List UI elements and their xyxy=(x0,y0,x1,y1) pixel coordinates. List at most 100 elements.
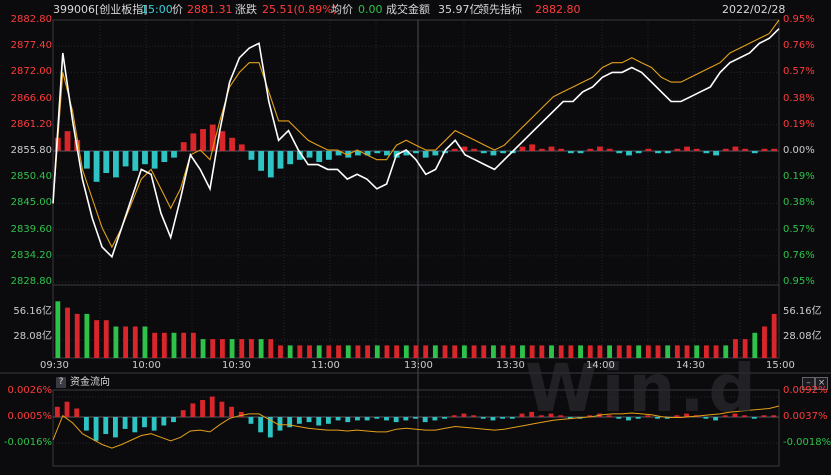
flow-bar xyxy=(325,151,332,160)
volume-label-left-top: 56.16亿 xyxy=(13,306,52,317)
flow-bar xyxy=(587,148,594,151)
sub-flow-bar xyxy=(161,417,167,426)
sub-flow-bar xyxy=(587,415,593,417)
x-tick: 13:30 xyxy=(496,360,525,371)
volume-label-left-mid: 28.08亿 xyxy=(13,331,52,342)
flow-bar xyxy=(635,151,642,154)
flow-bar xyxy=(693,148,700,151)
sub-flow-bar xyxy=(548,413,554,417)
sub-flow-bar xyxy=(413,417,418,419)
sub-flow-bar xyxy=(171,417,176,423)
volume-bar xyxy=(65,307,70,358)
sub-flow-bar xyxy=(355,417,360,421)
volume-bar xyxy=(394,345,400,358)
x-tick: 10:30 xyxy=(222,360,251,371)
volume-bar xyxy=(665,345,671,358)
volume-bar xyxy=(520,345,525,358)
flow-bar xyxy=(296,151,303,160)
volume-bar xyxy=(423,345,429,358)
flow-bar xyxy=(771,148,778,151)
flow-bar xyxy=(374,151,381,154)
volume-bar xyxy=(742,339,748,358)
volume-bar xyxy=(442,345,448,358)
price-value: 2881.31 xyxy=(187,3,233,16)
volume-bar xyxy=(471,345,477,358)
sub-flow-bar xyxy=(74,408,80,417)
sub-flow-bar xyxy=(538,415,544,417)
header-bar: 399006[创业板指] 15:00 价 2881.31 涨跌 25.51(0.… xyxy=(0,0,831,20)
volume-bar xyxy=(461,345,467,358)
volume-bar xyxy=(432,345,438,358)
sub-flow-bar xyxy=(200,400,205,417)
flow-bar xyxy=(190,133,197,151)
volume-bar xyxy=(365,345,371,358)
x-tick: 15:00 xyxy=(766,360,795,371)
volume-bar xyxy=(103,320,109,358)
sub-flow-bar xyxy=(258,417,264,433)
sub-flow-bar xyxy=(345,417,351,423)
sub-flow-bar xyxy=(703,417,709,419)
flow-bar xyxy=(529,144,536,151)
volume-bar xyxy=(249,339,254,358)
flow-bar xyxy=(238,144,245,151)
flow-right-top: 0.0092% xyxy=(783,385,828,396)
fund-flow-line xyxy=(52,405,780,449)
volume-bar xyxy=(219,339,225,358)
sub-flow-bar xyxy=(325,417,331,424)
sub-flow-bar xyxy=(519,413,525,417)
volume-bar xyxy=(374,345,380,358)
flow-bar xyxy=(548,146,555,151)
flow-bar xyxy=(422,151,429,158)
sub-flow-bar xyxy=(267,417,273,438)
sub-flow-bar xyxy=(306,417,312,423)
volume-bar xyxy=(636,345,642,358)
sub-flow-bar xyxy=(732,413,738,417)
flow-bar xyxy=(490,151,497,156)
close-button[interactable]: × xyxy=(815,377,828,390)
flow-bar xyxy=(316,151,323,162)
volume-bar xyxy=(452,345,458,358)
volume-bar xyxy=(190,332,196,358)
volume-bar xyxy=(587,345,593,358)
sub-flow-bar xyxy=(490,417,496,421)
flow-bar xyxy=(151,151,158,169)
volume-bar xyxy=(626,345,632,358)
volume-bar xyxy=(123,326,129,358)
flow-bar xyxy=(577,151,584,154)
y-tick-left: 2839.60 xyxy=(10,223,52,235)
volume-bar xyxy=(607,345,613,358)
sub-flow-bar xyxy=(142,417,147,428)
flow-bar xyxy=(732,146,739,151)
sub-flow-bar xyxy=(287,417,293,428)
sub-flow-bar xyxy=(442,417,447,419)
y-tick-left: 2855.80 xyxy=(10,145,52,156)
flow-bar xyxy=(248,151,255,160)
y-tick-left: 2828.80 xyxy=(10,276,52,287)
price-line-1 xyxy=(52,19,780,249)
help-icon[interactable]: ? xyxy=(56,377,66,388)
flow-bar xyxy=(384,151,390,156)
y-tick-right: 0.76% xyxy=(783,249,815,261)
sub-flow-bar xyxy=(209,396,215,417)
sub-flow-bar xyxy=(684,413,689,417)
price-line-0 xyxy=(52,28,780,259)
volume-bar xyxy=(200,339,206,358)
price-label: 价 xyxy=(172,3,183,16)
sub-flow-bar xyxy=(219,401,225,417)
sub-flow-bar xyxy=(64,401,70,417)
sub-flow-bar xyxy=(451,415,457,417)
x-tick: 11:00 xyxy=(311,360,340,371)
volume-bar xyxy=(733,339,738,358)
volume-bar xyxy=(345,345,351,358)
sub-flow-bar xyxy=(403,417,409,421)
volume-label-right-top: 56.16亿 xyxy=(783,306,822,317)
y-tick-right: 0.38% xyxy=(783,197,815,209)
flow-bar xyxy=(684,146,690,151)
volume-bar xyxy=(568,345,574,358)
y-tick-right: 0.00% xyxy=(783,145,815,156)
sub-flow-bar xyxy=(432,417,438,421)
volume-bar xyxy=(762,326,767,358)
minimize-button[interactable]: – xyxy=(802,377,815,390)
volume-bar xyxy=(558,345,564,358)
